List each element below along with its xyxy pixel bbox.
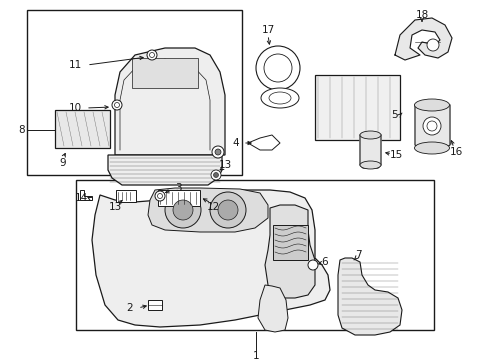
Text: 2: 2 bbox=[126, 303, 133, 313]
Circle shape bbox=[422, 117, 440, 135]
Circle shape bbox=[149, 53, 154, 58]
Text: 8: 8 bbox=[19, 125, 25, 135]
Text: 15: 15 bbox=[388, 150, 402, 160]
Text: 12: 12 bbox=[206, 202, 219, 212]
Text: 16: 16 bbox=[448, 147, 462, 157]
Text: 10: 10 bbox=[68, 103, 81, 113]
Polygon shape bbox=[337, 258, 401, 335]
Circle shape bbox=[426, 39, 438, 51]
Bar bbox=[148, 300, 162, 310]
Text: 5: 5 bbox=[390, 110, 397, 120]
Ellipse shape bbox=[268, 92, 290, 104]
Text: 9: 9 bbox=[60, 158, 66, 168]
Bar bbox=[314, 75, 399, 140]
Circle shape bbox=[256, 46, 299, 90]
Circle shape bbox=[157, 194, 162, 198]
Circle shape bbox=[212, 146, 224, 158]
Polygon shape bbox=[247, 135, 280, 150]
Polygon shape bbox=[264, 205, 314, 298]
Bar bbox=[55, 110, 110, 148]
Text: 11: 11 bbox=[68, 60, 81, 70]
Bar bbox=[158, 190, 200, 206]
Polygon shape bbox=[148, 188, 267, 232]
Polygon shape bbox=[394, 18, 451, 60]
Circle shape bbox=[164, 192, 201, 228]
Text: 17: 17 bbox=[261, 25, 274, 35]
Bar bbox=[132, 58, 198, 88]
Text: 18: 18 bbox=[414, 10, 428, 20]
Circle shape bbox=[426, 121, 436, 131]
Ellipse shape bbox=[359, 161, 380, 169]
Circle shape bbox=[173, 200, 193, 220]
Text: 1: 1 bbox=[252, 351, 259, 360]
Circle shape bbox=[215, 149, 221, 155]
Polygon shape bbox=[115, 48, 224, 155]
Polygon shape bbox=[80, 190, 92, 200]
Text: 13: 13 bbox=[218, 160, 231, 170]
Circle shape bbox=[307, 260, 317, 270]
Bar bbox=[116, 190, 136, 202]
Circle shape bbox=[112, 100, 122, 110]
Ellipse shape bbox=[261, 88, 298, 108]
Ellipse shape bbox=[414, 99, 448, 111]
Circle shape bbox=[114, 103, 119, 108]
Ellipse shape bbox=[414, 142, 448, 154]
Circle shape bbox=[218, 200, 238, 220]
Text: 6: 6 bbox=[321, 257, 327, 267]
Circle shape bbox=[213, 172, 218, 177]
Circle shape bbox=[209, 192, 245, 228]
Polygon shape bbox=[359, 135, 380, 168]
Ellipse shape bbox=[359, 131, 380, 139]
Polygon shape bbox=[414, 105, 449, 148]
Circle shape bbox=[155, 191, 164, 201]
Text: 4: 4 bbox=[232, 138, 239, 148]
Polygon shape bbox=[92, 190, 329, 327]
Text: 13: 13 bbox=[108, 202, 122, 212]
Text: 14: 14 bbox=[74, 193, 87, 203]
Text: 7: 7 bbox=[354, 250, 361, 260]
Circle shape bbox=[264, 54, 291, 82]
Circle shape bbox=[210, 170, 221, 180]
Bar bbox=[272, 225, 307, 260]
Polygon shape bbox=[258, 285, 287, 332]
Circle shape bbox=[147, 50, 157, 60]
Bar bbox=[27, 10, 242, 175]
Text: 3: 3 bbox=[174, 183, 181, 193]
Bar bbox=[76, 180, 433, 330]
Polygon shape bbox=[108, 155, 222, 185]
